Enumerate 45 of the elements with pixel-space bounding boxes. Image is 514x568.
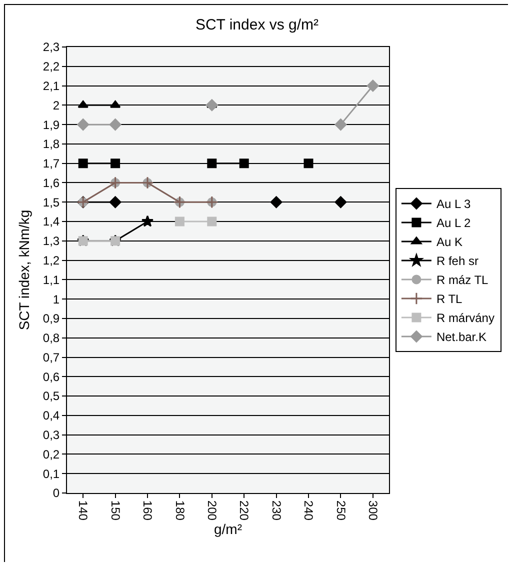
legend-label: R máz TL: [436, 273, 489, 288]
y-tick-label: 0,8: [42, 331, 60, 346]
x-tick-label: 180: [172, 500, 187, 521]
x-tick-label: 150: [108, 500, 122, 521]
x-tick-label: 200: [205, 500, 219, 521]
x-tick-label: 160: [140, 500, 155, 521]
y-tick-label: 0,3: [42, 428, 60, 442]
y-tick-label: 1,1: [42, 272, 60, 287]
x-tick-label: 250: [334, 500, 348, 521]
y-tick-label: 0,7: [42, 350, 60, 364]
x-axis-title: g/m²: [214, 521, 242, 538]
legend-label: Au L 2: [436, 216, 472, 230]
legend-label: Net.bar.K: [436, 330, 486, 344]
y-tick-label: 0,1: [42, 466, 60, 481]
y-tick-label: 0: [52, 486, 60, 500]
y-tick-label: 0,5: [42, 389, 60, 404]
y-tick-label: 1,7: [42, 156, 60, 171]
x-tick-label: 230: [269, 500, 284, 521]
y-tick-label: 0,9: [42, 312, 60, 326]
y-tick-label: 1,4: [42, 214, 60, 229]
y-tick-label: 1,6: [42, 176, 60, 190]
y-tick-label: 2,1: [42, 78, 60, 93]
y-tick-label: 0,6: [42, 370, 60, 384]
x-tick-label: 220: [237, 500, 252, 521]
legend-label: Au K: [436, 235, 462, 250]
y-tick-label: 1: [52, 292, 60, 306]
x-tick-label: 140: [76, 500, 90, 521]
y-tick-label: 1,2: [42, 254, 60, 268]
legend-label: R márvány: [436, 311, 494, 326]
chart-title: SCT index vs g/m²: [195, 16, 319, 34]
y-tick-label: 2: [52, 98, 60, 112]
y-tick-label: 1,8: [42, 137, 60, 152]
legend-label: R feh sr: [436, 254, 478, 268]
y-tick-label: 0,4: [42, 408, 60, 423]
y-tick-label: 2,2: [42, 60, 60, 74]
y-axis-title: SCT index, kNm/kg: [16, 210, 32, 330]
y-tick-label: 1,3: [42, 234, 60, 248]
x-tick-label: 300: [366, 500, 380, 521]
legend-label: R TL: [436, 292, 463, 306]
y-tick-label: 1,5: [42, 195, 60, 210]
y-tick-label: 0,2: [42, 447, 60, 462]
x-tick-label: 240: [302, 500, 316, 521]
y-tick-label: 1,9: [42, 118, 60, 132]
legend-label: Au L 3: [436, 197, 472, 212]
y-tick-label: 2,3: [42, 40, 60, 54]
